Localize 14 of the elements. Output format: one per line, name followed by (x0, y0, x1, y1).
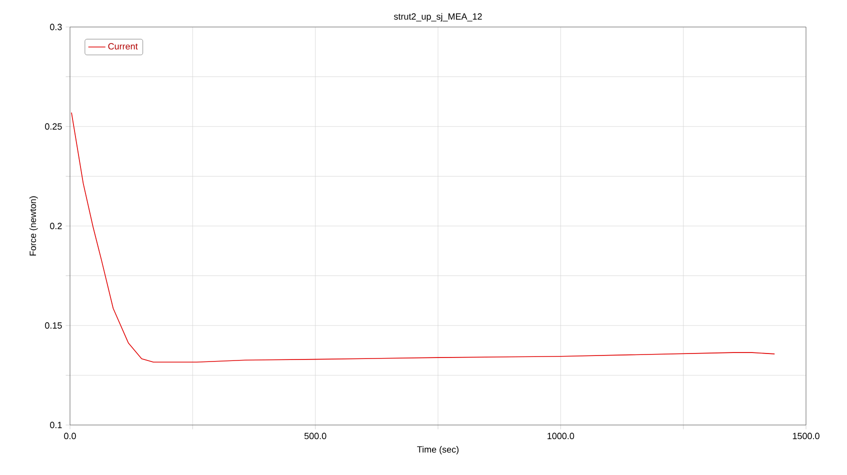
y-tick-label: 0.25 (45, 123, 62, 130)
x-tick-label: 0.0 (64, 432, 76, 440)
line-series (71, 112, 775, 363)
x-tick-label: 1500.0 (792, 432, 820, 440)
y-tick-label: 0.1 (50, 422, 62, 428)
chart-title: strut2_up_sj_MEA_12 (394, 13, 482, 22)
y-tick-label: 0.3 (50, 24, 62, 30)
legend-label: Current (108, 43, 138, 50)
y-axis-title: Force (newton) (29, 196, 38, 256)
y-tick-label: 0.15 (45, 322, 62, 329)
x-axis-title: Time (sec) (417, 446, 459, 454)
y-tick-label: 0.2 (50, 222, 62, 230)
x-tick-label: 500.0 (304, 432, 326, 440)
x-tick-label: 1000.0 (548, 432, 574, 440)
